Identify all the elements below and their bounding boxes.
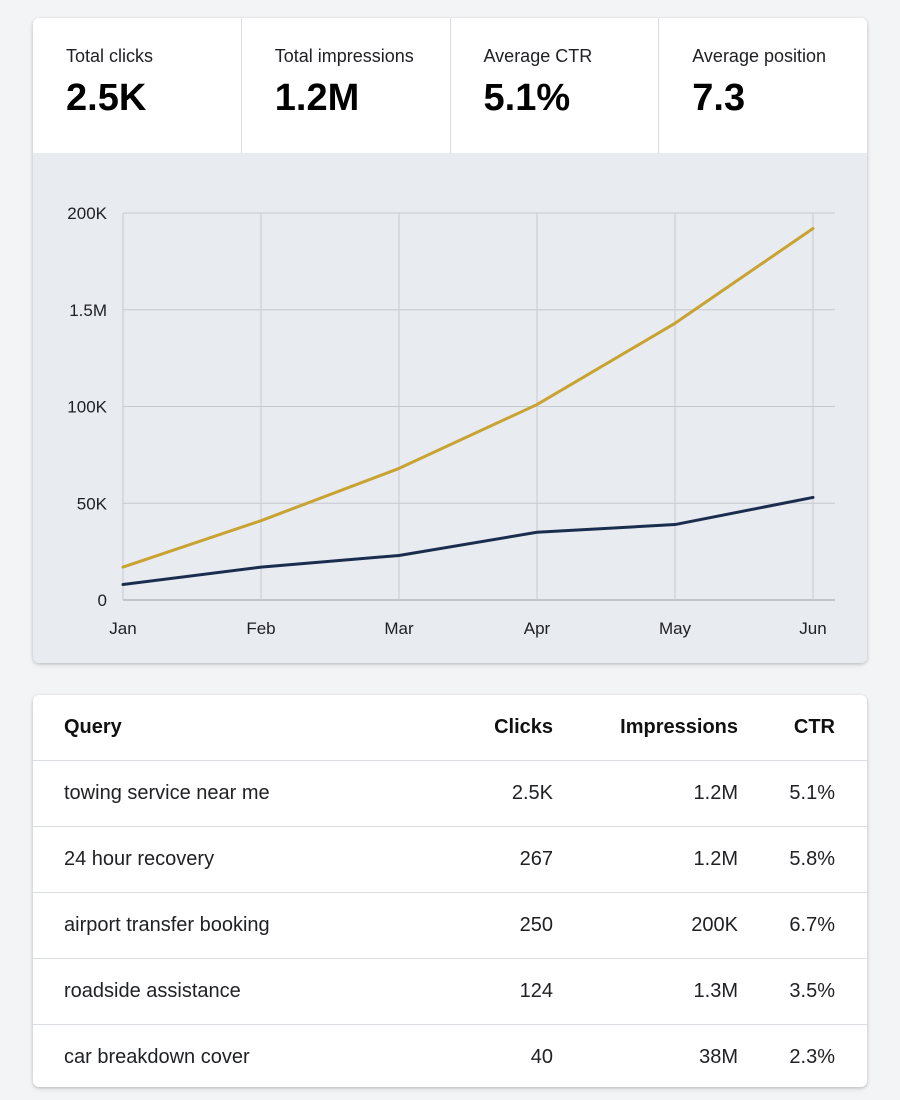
metric-label: Total clicks [66,46,154,66]
line-chart: 0 50K 100K 1.5M 200K Jan Feb Mar Apr May Jun [33,153,867,663]
series-line-0 [121,226,815,569]
y-tick-label: 100K [67,398,107,417]
x-tick-label: Jun [799,619,826,638]
column-header-query[interactable]: Query [33,695,444,761]
query-cell: airport transfer booking [33,892,444,959]
line-chart-svg: 0 50K 100K 1.5M 200K Jan Feb Mar Apr May Jun [67,204,835,638]
ctr-cell: 5.8% [738,826,867,893]
metric-value: 1.2M [274,77,360,119]
table-row[interactable]: airport transfer booking 250 200K 6.7% [33,892,867,959]
query-cell: roadside assistance [33,958,444,1025]
clicks-cell: 40 [530,1046,553,1068]
x-tick-label: Mar [384,619,414,638]
column-header-impressions[interactable]: Impressions [553,695,738,761]
query-cell: towing service near me [33,760,444,827]
queries-table: Query Clicks Impressions CTR towing serv… [33,695,867,1087]
clicks-cell: 124 [444,958,553,1025]
metric-average-ctr[interactable]: Average CTR 5.1% [451,18,660,153]
impressions-cell: 1.2M [553,760,738,827]
metric-label: Average position [692,46,827,66]
impressions-cell: 38M [699,1046,738,1068]
metric-value: 7.3 [692,77,746,119]
performance-card: Total clicks 2.5K Total impressions 1.2M… [33,18,867,663]
queries-table-card: Query Clicks Impressions CTR towing serv… [33,695,867,1087]
impressions-cell: 200K [553,892,738,959]
y-tick-label: 200K [67,204,107,223]
series-line-1 [121,495,815,587]
metric-total-impressions[interactable]: Total impressions 1.2M [242,18,451,153]
y-tick-label: 50K [77,494,108,513]
clicks-cell: 250 [444,892,553,959]
column-header-clicks[interactable]: Clicks [444,695,553,761]
table-row[interactable]: 24 hour recovery 267 1.2M 5.8% [33,826,867,893]
table-row[interactable]: towing service near me 2.5K 1.2M 5.1% [33,760,867,827]
impressions-cell: 1.3M [553,958,738,1025]
metrics-summary: Total clicks 2.5K Total impressions 1.2M… [33,18,867,154]
ctr-cell: 3.5% [738,958,867,1025]
ctr-cell: 5.1% [738,760,867,827]
metric-value: 2.5K [66,77,147,119]
y-tick-label: 0 [98,591,107,610]
metric-average-position[interactable]: Average position 7.3 [659,18,867,153]
table-row[interactable]: roadside assistance 124 1.3M 3.5% [33,958,867,1025]
x-tick-label: Feb [246,619,275,638]
y-tick-label: 1.5M [69,301,107,320]
impressions-cell: 1.2M [553,826,738,893]
x-tick-label: May [659,619,692,638]
ctr-cell: 6.7% [738,892,867,959]
metric-value: 5.1% [483,77,571,119]
table-row[interactable]: car breakdown cover 40 38M 2.3% [33,1025,867,1088]
clicks-cell: 267 [444,826,553,893]
query-cell: car breakdown cover [64,1046,250,1068]
ctr-cell: 2.3% [789,1046,835,1068]
clicks-cell: 2.5K [444,760,553,827]
column-header-ctr[interactable]: CTR [738,695,867,761]
query-cell: 24 hour recovery [33,826,444,893]
metric-label: Average CTR [483,46,593,66]
metric-label: Total impressions [274,46,414,66]
metric-total-clicks[interactable]: Total clicks 2.5K [33,18,242,153]
x-tick-label: Jan [109,619,136,638]
x-tick-label: Apr [524,619,551,638]
table-header-row: Query Clicks Impressions CTR [33,695,867,761]
